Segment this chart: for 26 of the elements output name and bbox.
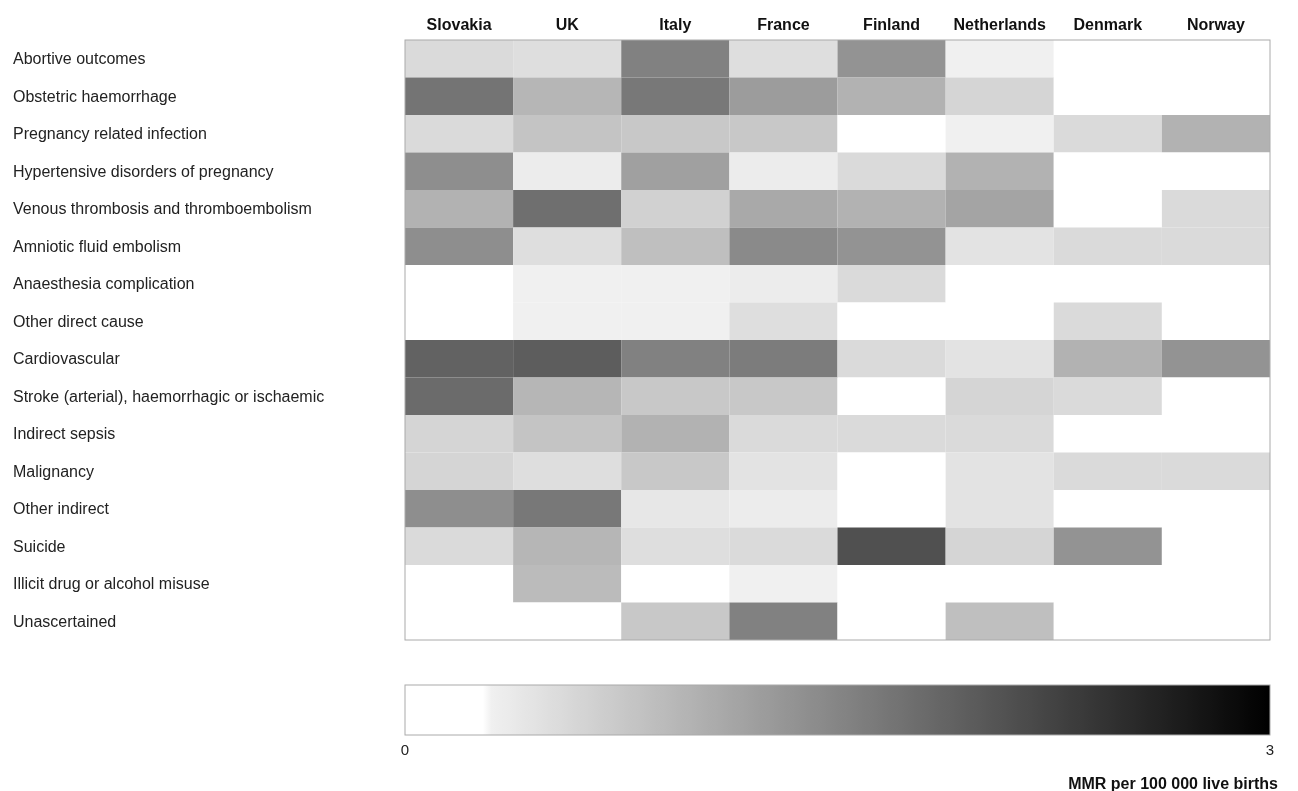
x-tick-label: Denmark	[1073, 16, 1143, 33]
y-tick-label: Venous thrombosis and thromboembolism	[13, 200, 312, 218]
y-tick-label: Pregnancy related infection	[13, 125, 207, 143]
y-tick-label: Obstetric haemorrhage	[13, 87, 177, 105]
x-tick-label: Netherlands	[953, 16, 1047, 33]
x-tick-label: Norway	[1187, 16, 1245, 33]
y-tick-label: Other indirect	[13, 500, 110, 518]
y-tick-label: Indirect sepsis	[13, 425, 116, 443]
x-tick-label: Finland	[863, 16, 921, 33]
y-tick-label: Malignancy	[13, 462, 94, 480]
color-bar-label: 3	[1265, 741, 1275, 758]
x-tick-label: UK	[555, 16, 580, 33]
y-tick-label: Other direct cause	[13, 312, 144, 330]
y-tick-label: Cardiovascular	[13, 350, 121, 368]
x-tick-label: Slovakia	[426, 16, 492, 33]
y-tick-label: Illicit drug or alcohol misuse	[13, 575, 210, 593]
x-tick-label: Italy	[659, 16, 692, 33]
y-tick-label: Unascertained	[13, 612, 117, 630]
y-tick-label: Stroke (arterial), haemorrhagic or ischaemic	[13, 387, 325, 405]
y-tick-label: Amniotic fluid embolism	[13, 237, 182, 255]
y-tick-label: Anaesthesia complication	[13, 275, 195, 293]
color-bar-label: 0	[400, 741, 410, 758]
y-tick-label: Hypertensive disorders of pregnancy	[13, 162, 274, 180]
y-tick-label: Suicide	[13, 537, 66, 555]
x-tick-label: France	[757, 16, 810, 33]
y-tick-label: Abortive outcomes	[13, 50, 146, 68]
